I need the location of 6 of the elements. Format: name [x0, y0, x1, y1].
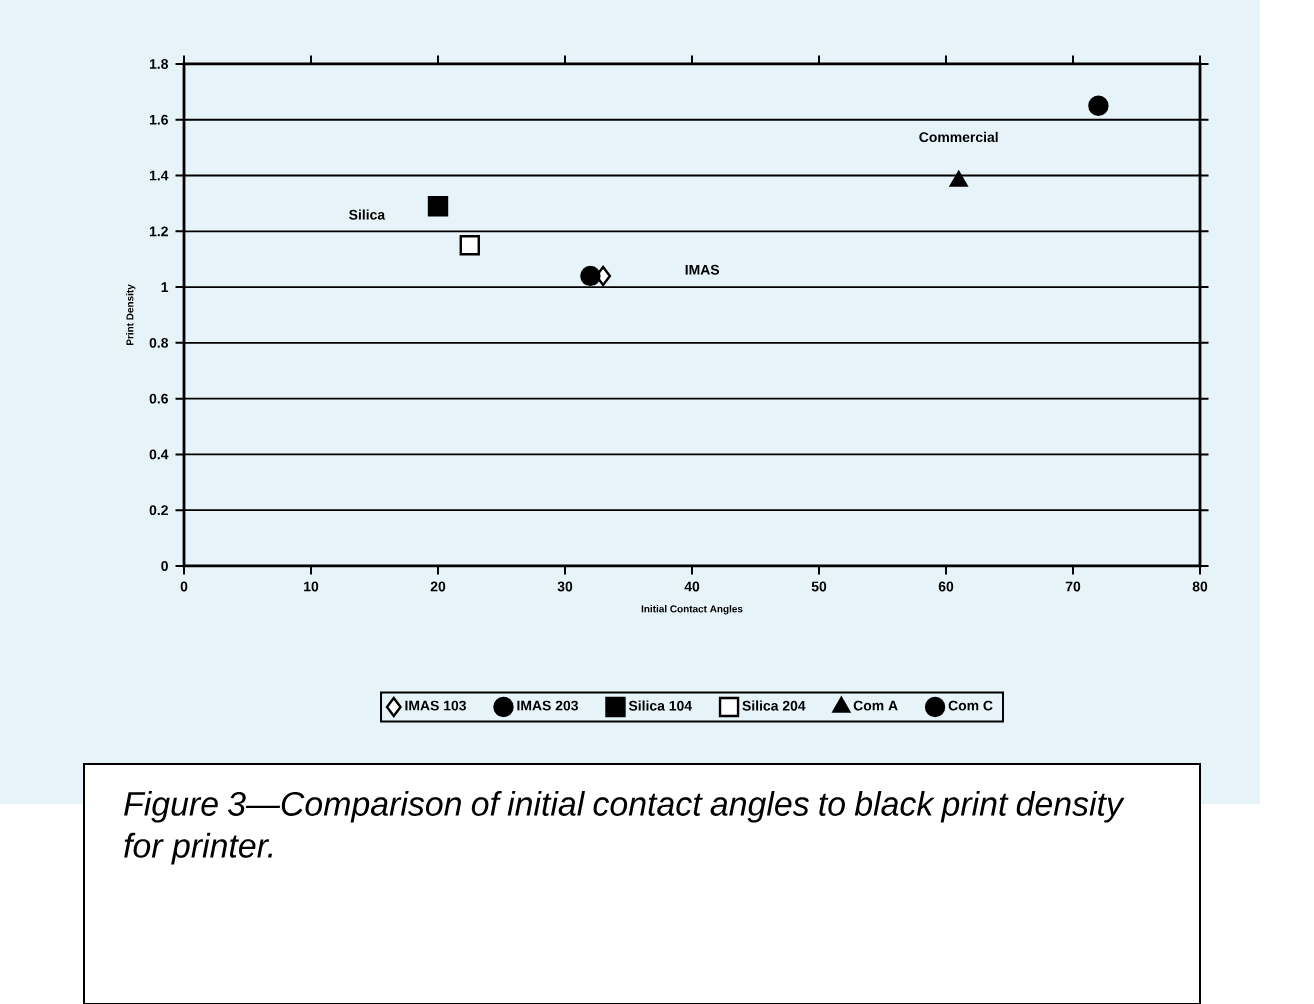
point: [580, 265, 601, 287]
point: [427, 196, 449, 217]
point: [1088, 95, 1109, 116]
point: [949, 170, 968, 187]
point: [459, 235, 480, 256]
caption: Figure 3—Comparison of initial contact angles to black print density for printer.: [124, 791, 1125, 865]
